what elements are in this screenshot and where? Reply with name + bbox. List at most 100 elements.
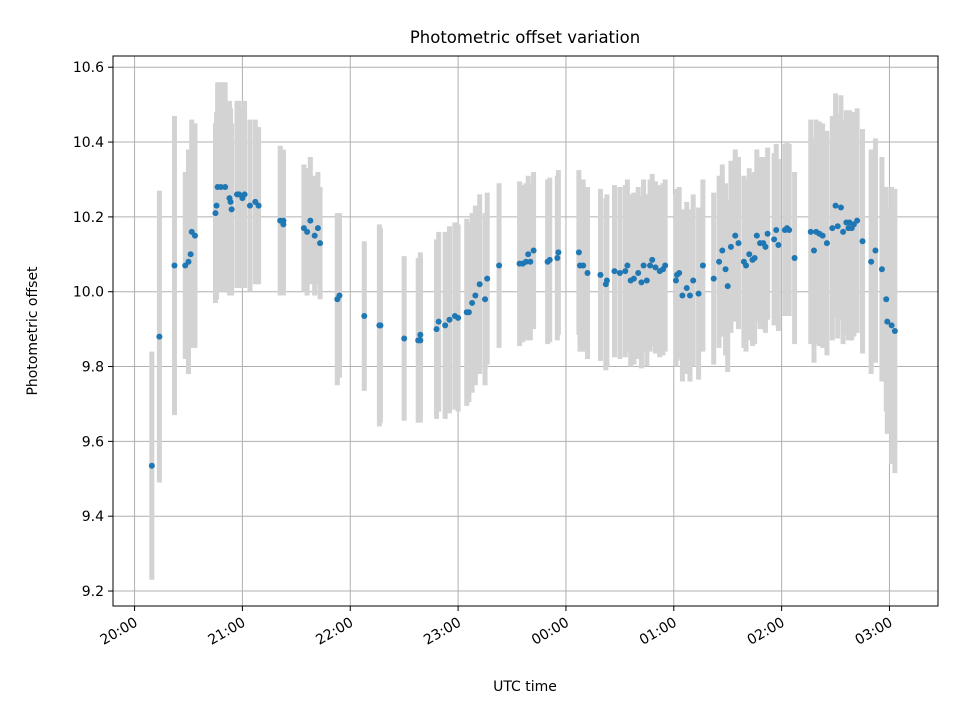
data-point — [884, 318, 891, 325]
data-point — [217, 183, 224, 190]
data-point — [868, 258, 875, 265]
data-point — [823, 240, 830, 247]
data-point — [523, 258, 530, 265]
data-point — [834, 223, 841, 230]
data-point — [496, 262, 503, 269]
data-point — [603, 277, 610, 284]
data-point — [891, 328, 898, 334]
data-point — [699, 262, 706, 269]
data-point — [762, 243, 769, 250]
x-axis-label: UTC time — [493, 679, 557, 695]
data-point — [638, 279, 645, 286]
data-point — [735, 240, 742, 247]
data-point — [482, 296, 489, 303]
data-point — [630, 275, 637, 282]
data-point — [710, 275, 717, 282]
data-point — [222, 183, 229, 190]
data-point — [241, 191, 248, 198]
data-point — [246, 202, 253, 209]
data-point — [317, 240, 324, 247]
data-point — [810, 247, 817, 254]
data-point — [883, 296, 890, 303]
data-point — [148, 462, 155, 469]
data-point — [156, 333, 163, 340]
data-point — [807, 228, 814, 235]
data-point — [580, 262, 587, 269]
data-point — [171, 262, 178, 269]
data-point — [311, 232, 318, 239]
data-point — [635, 270, 642, 277]
data-point — [554, 255, 561, 262]
data-point — [775, 241, 782, 248]
data-point — [878, 266, 885, 273]
data-point — [662, 262, 669, 269]
data-point — [336, 292, 343, 299]
data-point — [829, 225, 836, 232]
data-point — [187, 251, 194, 258]
data-point — [746, 251, 753, 258]
data-point — [417, 337, 424, 344]
data-point — [643, 277, 650, 284]
data-point — [719, 247, 726, 254]
chart-title: Photometric offset variation — [410, 28, 640, 47]
data-point — [859, 238, 866, 245]
data-point — [361, 313, 368, 320]
data-point — [228, 206, 235, 213]
data-point — [716, 258, 723, 265]
data-point — [442, 322, 449, 329]
data-point — [227, 198, 234, 205]
y-tick-label: 10.2 — [73, 210, 104, 226]
data-point — [773, 226, 780, 233]
data-point — [647, 262, 654, 269]
y-axis-ticks: 9.2 9.4 9.6 9.8 10.0 10.2 10.4 10.6 — [73, 60, 113, 600]
data-point — [840, 228, 847, 235]
data-point — [435, 318, 442, 325]
data-point — [786, 226, 793, 233]
y-tick-label: 10.6 — [73, 60, 104, 76]
data-point — [401, 335, 408, 342]
data-point — [872, 247, 879, 254]
data-point — [213, 202, 220, 209]
data-point — [584, 270, 591, 277]
data-point — [476, 281, 483, 288]
data-point — [575, 249, 582, 256]
data-point — [191, 232, 198, 239]
data-point — [753, 232, 760, 239]
data-point — [686, 292, 693, 299]
y-tick-label: 9.4 — [82, 509, 104, 525]
data-point — [377, 322, 384, 329]
data-point — [469, 299, 476, 306]
data-point — [743, 262, 750, 269]
data-point — [455, 314, 462, 321]
data-point — [433, 326, 440, 333]
data-point — [832, 202, 839, 209]
data-point — [679, 292, 686, 299]
data-point — [280, 221, 287, 228]
data-point — [527, 258, 534, 265]
data-point — [640, 262, 647, 269]
data-point — [622, 268, 629, 275]
data-point — [676, 270, 683, 277]
data-point — [472, 292, 479, 299]
data-point — [314, 225, 321, 232]
y-tick-label: 10.4 — [73, 135, 104, 151]
data-point — [624, 262, 631, 269]
data-point — [672, 277, 679, 284]
data-point — [751, 255, 758, 262]
plot-frame — [112, 55, 939, 607]
data-point — [255, 202, 262, 209]
data-point — [546, 256, 553, 263]
data-point — [446, 316, 453, 323]
data-point — [555, 249, 562, 256]
data-point — [722, 266, 729, 273]
data-point — [652, 264, 659, 271]
data-point — [764, 230, 771, 237]
data-point — [484, 275, 491, 282]
data-point — [732, 232, 739, 239]
data-point — [525, 251, 532, 258]
y-tick-label: 9.6 — [82, 434, 104, 450]
data-point — [837, 204, 844, 211]
data-point — [417, 331, 424, 338]
data-point — [465, 309, 472, 316]
